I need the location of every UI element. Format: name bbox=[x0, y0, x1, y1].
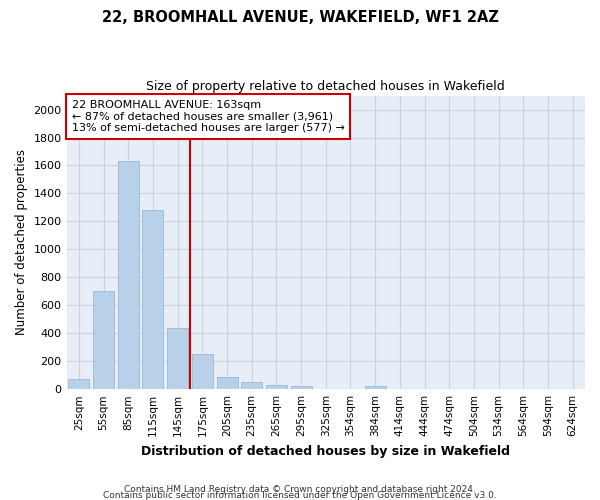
Text: Contains public sector information licensed under the Open Government Licence v3: Contains public sector information licen… bbox=[103, 490, 497, 500]
Bar bbox=[93, 292, 114, 389]
Y-axis label: Number of detached properties: Number of detached properties bbox=[15, 150, 28, 336]
Text: Contains HM Land Registry data © Crown copyright and database right 2024.: Contains HM Land Registry data © Crown c… bbox=[124, 484, 476, 494]
Bar bbox=[192, 354, 213, 389]
Text: 22, BROOMHALL AVENUE, WAKEFIELD, WF1 2AZ: 22, BROOMHALL AVENUE, WAKEFIELD, WF1 2AZ bbox=[101, 10, 499, 25]
X-axis label: Distribution of detached houses by size in Wakefield: Distribution of detached houses by size … bbox=[141, 444, 510, 458]
Bar bbox=[68, 380, 89, 389]
Bar bbox=[142, 210, 163, 389]
Title: Size of property relative to detached houses in Wakefield: Size of property relative to detached ho… bbox=[146, 80, 505, 93]
Text: 22 BROOMHALL AVENUE: 163sqm
← 87% of detached houses are smaller (3,961)
13% of : 22 BROOMHALL AVENUE: 163sqm ← 87% of det… bbox=[72, 100, 344, 133]
Bar bbox=[167, 328, 188, 389]
Bar bbox=[266, 385, 287, 389]
Bar bbox=[365, 386, 386, 389]
Bar bbox=[290, 386, 311, 389]
Bar bbox=[241, 382, 262, 389]
Bar bbox=[217, 376, 238, 389]
Bar bbox=[118, 162, 139, 389]
